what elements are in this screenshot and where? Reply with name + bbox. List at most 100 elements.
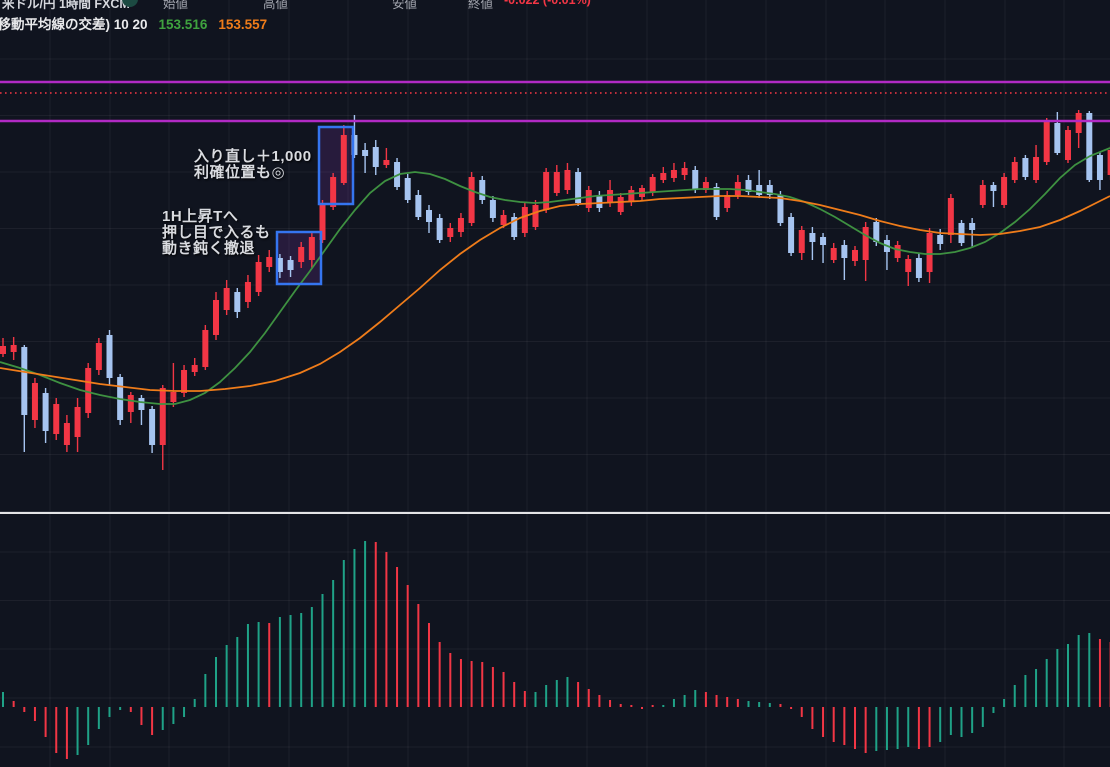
histogram-bar [385, 552, 388, 707]
histogram-bar [555, 680, 558, 707]
histogram-bar [811, 707, 814, 729]
candle-body [383, 160, 390, 165]
histogram-bar [662, 705, 665, 707]
candle-body [42, 393, 49, 431]
candle-body [1107, 150, 1110, 175]
histogram-bar [33, 707, 36, 721]
histogram-bar [396, 567, 399, 707]
close-label: 終値 [468, 0, 494, 11]
candle-body [575, 172, 582, 203]
histogram-bar [545, 685, 548, 707]
histogram-bar [587, 689, 590, 707]
candlestick-chart[interactable] [0, 0, 1110, 511]
candle-body [1086, 113, 1093, 180]
histogram-bar [310, 607, 313, 707]
candle-body [85, 368, 92, 413]
oscillator-histogram[interactable] [0, 514, 1110, 767]
candle-body [543, 172, 550, 210]
candle-body [521, 207, 528, 233]
histogram-bar [428, 623, 430, 707]
symbol-title[interactable]: 米ドル/円 1時間 FXCM [2, 0, 130, 11]
histogram-bar [513, 682, 516, 707]
candle-body [181, 370, 188, 393]
histogram-bar [129, 707, 132, 712]
histogram-bar [225, 645, 228, 707]
candle-body [926, 233, 933, 272]
candle-body [436, 218, 443, 240]
histogram-bar [598, 695, 601, 707]
histogram-bar [236, 637, 239, 707]
candle-body [681, 168, 688, 175]
candle-body [660, 173, 667, 180]
candle-body [1065, 130, 1071, 160]
candles-series [0, 110, 1110, 470]
pane-separator[interactable] [0, 511, 1110, 514]
histogram-bar [470, 661, 473, 707]
candle-body [170, 392, 177, 402]
candle-body [1022, 158, 1029, 177]
histogram-bar [960, 707, 963, 737]
histogram-bar [119, 707, 122, 710]
histogram-bar [44, 707, 47, 737]
ma-fast-line[interactable] [0, 147, 1110, 405]
ma-slow-value: 153.557 [218, 17, 268, 32]
candle-body [138, 398, 145, 410]
histogram-bar [55, 707, 58, 753]
oscillator-pane[interactable] [0, 514, 1110, 767]
candle-body [947, 198, 954, 235]
candle-body [905, 259, 912, 272]
candle-body [287, 260, 294, 270]
candle-body [106, 335, 113, 378]
candle-body [798, 230, 805, 253]
candle-body [31, 383, 38, 420]
highlight-box[interactable] [317, 125, 355, 206]
candle-body [351, 135, 358, 155]
histogram-bar [215, 657, 217, 707]
candle-body [1033, 157, 1040, 180]
histogram-bar [300, 613, 303, 707]
histogram-bar [800, 707, 803, 717]
open-label: 始値 [163, 0, 189, 11]
candle-body [979, 185, 986, 205]
candle-body [95, 343, 102, 370]
high-label: 高値 [263, 0, 289, 11]
histogram-bar [758, 702, 761, 707]
ma-slow-line[interactable] [0, 195, 1110, 392]
candle-body [617, 197, 624, 212]
low-label: 安値 [392, 0, 418, 11]
histogram-bar [289, 615, 292, 707]
histogram-bar [502, 672, 505, 707]
candle-body [457, 218, 464, 232]
histogram-bar [12, 701, 15, 707]
ma-cross-indicator-label[interactable]: (移動平均線の交差) 10 20 [0, 17, 148, 32]
candle-body [553, 172, 560, 193]
histogram-bar [353, 549, 356, 707]
candle-body [1011, 162, 1018, 180]
candle-body [756, 185, 763, 195]
candle-body [1043, 122, 1050, 162]
histogram-bar [321, 594, 324, 707]
histogram-bar [651, 705, 654, 707]
candle-body [873, 222, 880, 242]
candle-body [53, 404, 60, 434]
histogram-bar [278, 617, 281, 707]
histogram-bar [1067, 644, 1069, 707]
highlight-boxes [275, 125, 355, 286]
histogram-bar [726, 697, 729, 707]
candle-body [127, 395, 134, 412]
candle-body [266, 257, 273, 267]
highlight-box[interactable] [275, 230, 323, 286]
chart-annotation-1[interactable]: 入り直し＋1,000 利確位置も◎ [194, 148, 312, 181]
candle-body [724, 195, 731, 208]
chart-annotation-2[interactable]: 1H上昇Tへ 押し目で入るも 動き鈍く撤退 [162, 208, 271, 257]
histogram-bar [917, 707, 920, 749]
visibility-icon[interactable] [122, 0, 138, 7]
candle-body [468, 177, 475, 223]
candle-body [479, 180, 486, 200]
histogram-bar [747, 701, 750, 707]
histogram-bar [491, 667, 494, 707]
main-chart-pane[interactable]: 米ドル/円 1時間 FXCM 始値 高値 安値 終値 -0.022 (-0.01… [0, 0, 1110, 511]
candle-body [745, 180, 752, 192]
candle-body [766, 185, 773, 195]
histogram-bar [779, 704, 782, 707]
